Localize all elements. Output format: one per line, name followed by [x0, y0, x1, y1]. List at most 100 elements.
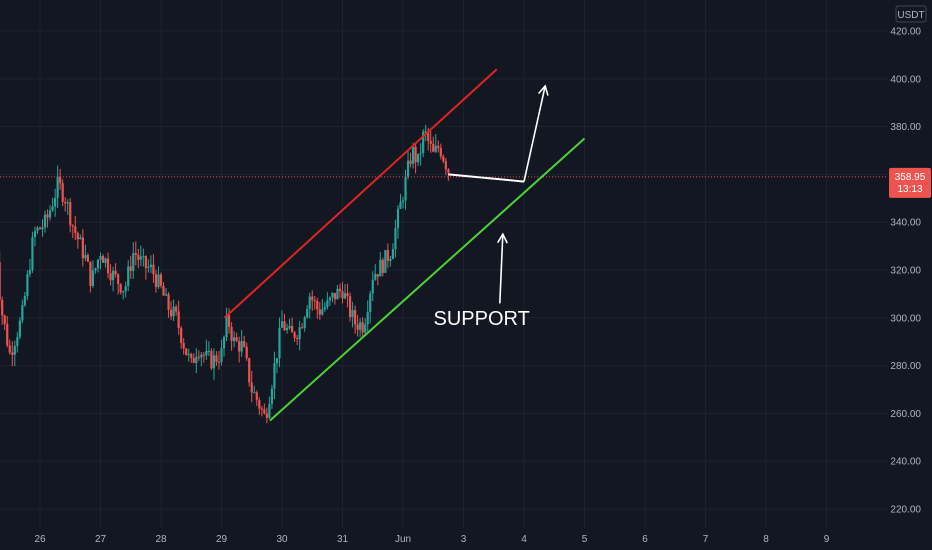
candle-body: [220, 348, 223, 363]
support-annotation[interactable]: SUPPORT: [433, 308, 529, 330]
candle-body: [389, 258, 392, 261]
candle-body: [175, 306, 178, 312]
candle-body: [301, 327, 304, 329]
support-trendline[interactable]: [269, 137, 586, 422]
candlestick-series: [0, 124, 450, 424]
support-arrow[interactable]: [499, 234, 504, 304]
price-axis[interactable]: 220.00 240.00 260.00 280.00 300.00 320.00 340.…: [888, 0, 932, 528]
price-tick-label: 240.00: [890, 457, 921, 468]
price-tick-label: 420.00: [890, 27, 921, 38]
candle-body: [296, 338, 299, 340]
candle-body: [230, 326, 233, 341]
time-tick-label: 28: [155, 534, 167, 545]
candle-body: [149, 264, 153, 268]
time-tick-label: 7: [703, 534, 709, 545]
candle-body: [33, 231, 37, 238]
time-tick-label: 8: [763, 534, 769, 545]
candle-body: [391, 249, 395, 259]
candle-body: [114, 270, 117, 275]
candle-body: [406, 160, 410, 177]
candle-body: [227, 314, 231, 327]
time-axis[interactable]: 26 27 28 29 30 31 Jun 3 4 5 6 7 8 9: [0, 528, 932, 550]
candle-body: [376, 274, 379, 277]
candle-body: [351, 310, 354, 318]
candle-body: [379, 259, 382, 277]
candle-body: [361, 322, 364, 333]
candle-body: [74, 226, 77, 233]
candle-body: [321, 309, 324, 315]
projection-trendline[interactable]: [448, 173, 525, 183]
price-tick-label: 260.00: [890, 409, 921, 420]
candle-body: [43, 214, 47, 228]
candle-body: [432, 143, 435, 152]
candle-body: [316, 300, 319, 310]
candle-body: [444, 161, 447, 170]
candle-body: [285, 328, 289, 331]
candle-body: [270, 388, 274, 404]
last-price-tag-box: [889, 167, 931, 198]
candle-body: [328, 297, 331, 301]
candle-body: [99, 256, 102, 260]
candle-body: [112, 270, 115, 281]
price-tick-label: 280.00: [890, 361, 921, 372]
candle-body: [243, 341, 246, 347]
candle-body: [152, 264, 155, 275]
candle-body: [298, 327, 301, 340]
candle-body: [248, 358, 251, 383]
candle-body: [172, 306, 175, 317]
candle-body: [11, 352, 14, 355]
candle-body: [159, 274, 163, 286]
candle-body: [21, 305, 24, 321]
candle-body: [275, 358, 279, 364]
candle-body: [109, 273, 112, 281]
candle-body: [303, 317, 306, 328]
candle-body: [359, 322, 362, 330]
price-tick-label: 380.00: [890, 122, 921, 133]
candle-body: [129, 266, 132, 271]
candle-body: [117, 274, 120, 285]
candle-body: [404, 176, 407, 201]
candle-body: [283, 321, 286, 331]
time-tick-label: 31: [337, 534, 349, 545]
candle-body: [210, 350, 213, 369]
candle-body: [200, 354, 203, 358]
candle-body: [86, 254, 89, 262]
candle-body: [396, 208, 400, 229]
time-tick-label: 4: [521, 534, 527, 545]
resistance-trendline[interactable]: [223, 68, 498, 319]
candle-body: [122, 291, 125, 293]
candle-body: [1, 299, 4, 316]
candle-body: [366, 312, 369, 325]
candle-body: [429, 140, 432, 144]
candle-body: [434, 145, 437, 152]
candle-body: [260, 408, 263, 410]
candle-body: [215, 355, 218, 362]
price-tick-label: 220.00: [890, 505, 921, 516]
candle-body: [386, 250, 389, 261]
candle-body: [185, 348, 188, 355]
candle-body: [439, 147, 442, 157]
candle-body: [280, 321, 284, 328]
currency-label: USDT: [897, 10, 924, 21]
candle-body: [31, 237, 34, 271]
currency-badge[interactable]: USDT: [895, 5, 927, 23]
candle-body: [447, 169, 450, 173]
candle-body: [104, 258, 107, 263]
candle-body: [323, 307, 326, 310]
candle-body: [94, 268, 97, 271]
candle-body: [59, 176, 62, 184]
breakout-arrow[interactable]: [523, 85, 546, 182]
candle-body: [182, 342, 185, 349]
candle-body: [101, 256, 105, 263]
candle-body: [36, 227, 39, 232]
candle-body: [427, 131, 430, 141]
candle-body: [69, 202, 72, 226]
breakout-arrow-head: [537, 84, 549, 96]
candle-body: [3, 315, 6, 325]
candle-body: [235, 337, 238, 342]
candle-body: [354, 310, 357, 325]
candle-body: [28, 270, 32, 275]
candle-body: [46, 214, 49, 218]
time-tick-label: 30: [276, 534, 288, 545]
